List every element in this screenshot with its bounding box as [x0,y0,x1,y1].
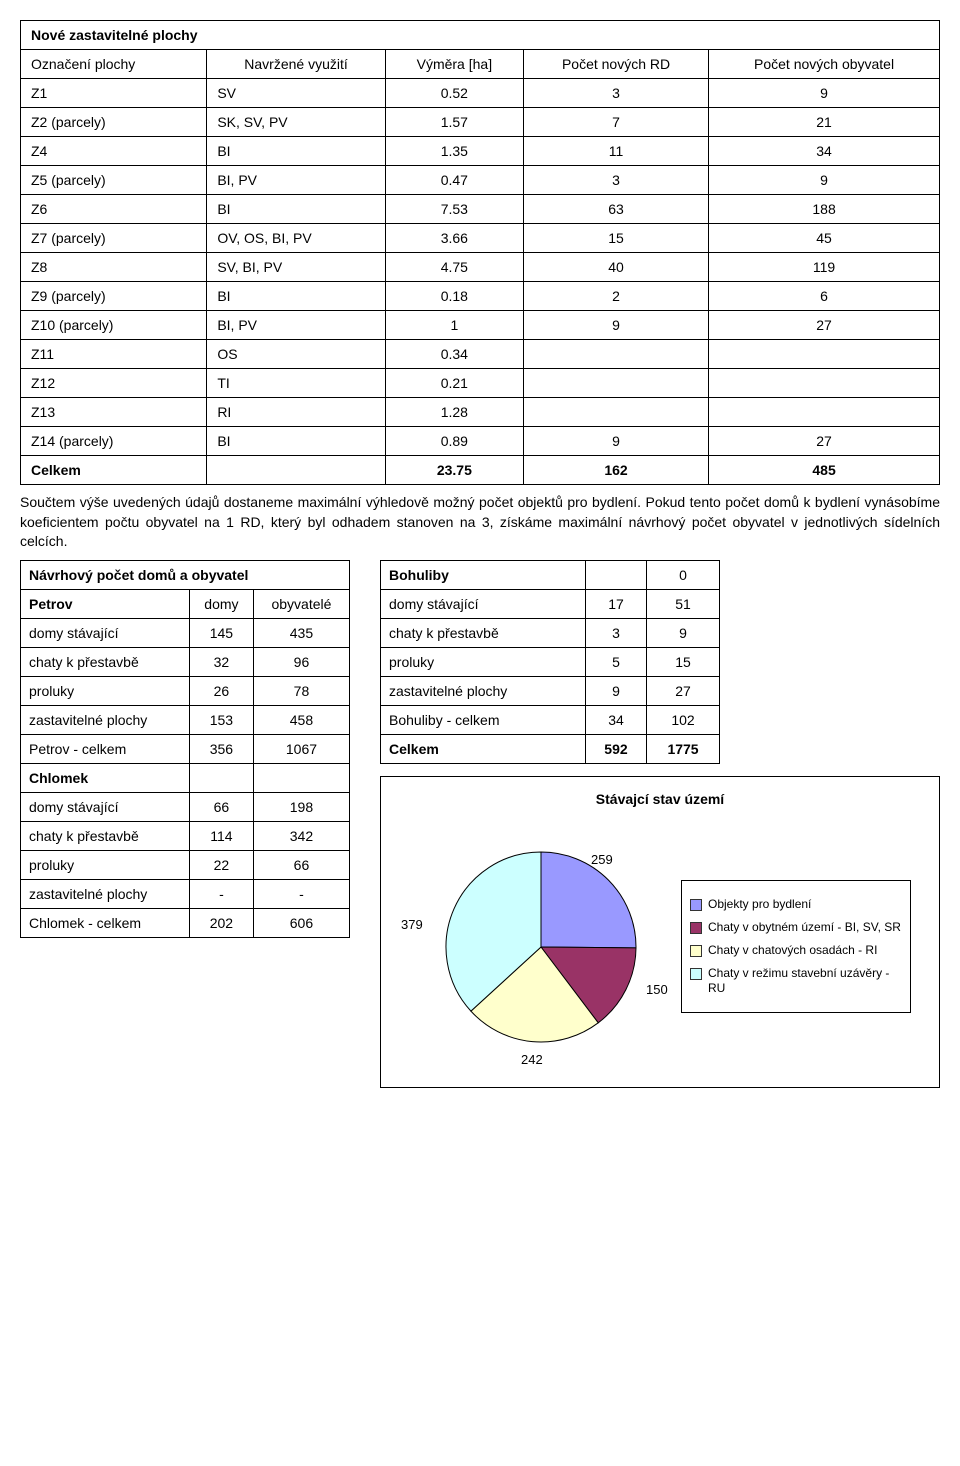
left-table-header: Návrhový počet domů a obyvatel [21,560,350,589]
table-row: proluky2678 [21,676,350,705]
col-header: Výměra [ha] [385,50,523,79]
table-row: Z8SV, BI, PV4.7540119 [21,253,940,282]
table-row: proluky2266 [21,850,350,879]
table-row: Bohuliby - celkem34102 [381,705,720,734]
paragraph-text: Součtem výše uvedených údajů dostaneme m… [20,485,940,560]
table-row: Celkem5921775 [381,734,720,763]
left-table: Návrhový počet domů a obyvatel Petrov do… [20,560,350,938]
pie-chart-container: Stávajcí stav území 259 150 242 379 Obje… [380,776,940,1088]
legend-item: Chaty v režimu stavební uzávěry - RU [690,966,902,996]
table-row: chaty k přestavbě3296 [21,647,350,676]
table-row: Z4BI1.351134 [21,137,940,166]
pie-label-242: 242 [521,1052,543,1067]
table-row: domy stávající1751 [381,589,720,618]
col-header: Navržené využití [207,50,385,79]
table-row: Z5 (parcely)BI, PV0.4739 [21,166,940,195]
table-total-row: Celkem 23.75 162 485 [21,456,940,485]
legend-item: Chaty v obytném území - BI, SV, SR [690,920,902,935]
legend-swatch-icon [690,945,702,957]
legend-swatch-icon [690,968,702,980]
table-row: Z12TI0.21 [21,369,940,398]
chart-legend: Objekty pro bydlení Chaty v obytném územ… [681,880,911,1013]
legend-item: Chaty v chatových osadách - RI [690,943,902,958]
pie-label-379: 379 [401,917,423,932]
pie-label-259: 259 [591,852,613,867]
table-row: Z13RI1.28 [21,398,940,427]
table-row: Z2 (parcely)SK, SV, PV1.57721 [21,108,940,137]
table-row: zastavitelné plochy153458 [21,705,350,734]
table-row: Z6BI7.5363188 [21,195,940,224]
col-header: Počet nových RD [523,50,708,79]
col-header: Počet nových obyvatel [709,50,940,79]
main-table: Nové zastavitelné plochy Označení plochy… [20,20,940,485]
col-header: Označení plochy [21,50,207,79]
table-row: Z7 (parcely)OV, OS, BI, PV3.661545 [21,224,940,253]
table-row: Chlomek - celkem202606 [21,908,350,937]
table-row: Z11OS0.34 [21,340,940,369]
pie-chart-svg [421,827,661,1067]
legend-item: Objekty pro bydlení [690,897,902,912]
main-table-header-row: Označení plochy Navržené využití Výměra … [21,50,940,79]
table-row: zastavitelné plochy-- [21,879,350,908]
table-row: domy stávající66198 [21,792,350,821]
main-table-title: Nové zastavitelné plochy [21,21,940,50]
table-row: Z14 (parcely)BI0.89927 [21,427,940,456]
legend-swatch-icon [690,922,702,934]
table-row: domy stávající145435 [21,618,350,647]
table-row: chaty k přestavbě114342 [21,821,350,850]
pie-label-150: 150 [646,982,668,997]
table-row: zastavitelné plochy927 [381,676,720,705]
pie-chart: 259 150 242 379 [421,827,661,1067]
chart-title: Stávajcí stav území [391,791,929,807]
table-row: proluky515 [381,647,720,676]
table-row: chaty k přestavbě39 [381,618,720,647]
table-row: Petrov - celkem3561067 [21,734,350,763]
legend-swatch-icon [690,899,702,911]
right-table: Bohuliby 0 domy stávající1751 chaty k př… [380,560,720,764]
table-row: Z10 (parcely)BI, PV1927 [21,311,940,340]
table-row: Z1SV0.5239 [21,79,940,108]
table-row: Z9 (parcely)BI0.1826 [21,282,940,311]
